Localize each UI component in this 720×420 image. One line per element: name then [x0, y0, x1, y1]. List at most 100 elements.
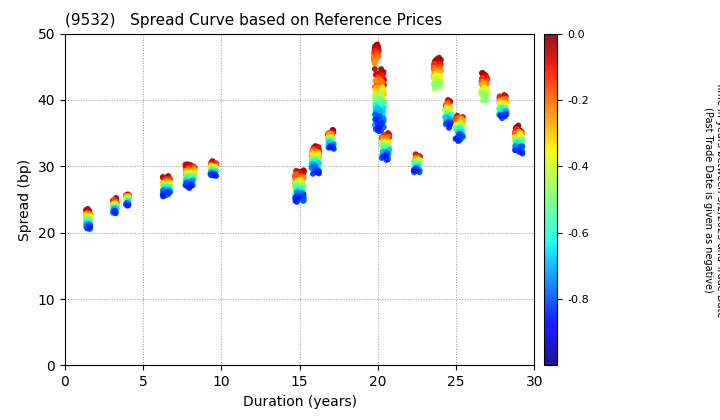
- Point: [454, 123, 466, 129]
- Point: [444, 98, 456, 105]
- Point: [310, 157, 322, 163]
- Point: [184, 172, 196, 179]
- Point: [370, 71, 382, 78]
- Point: [429, 73, 441, 79]
- Point: [444, 100, 455, 107]
- Point: [84, 211, 96, 218]
- Point: [323, 132, 334, 139]
- Point: [456, 116, 467, 123]
- Point: [371, 109, 382, 116]
- Point: [298, 167, 310, 173]
- Point: [371, 50, 382, 57]
- Point: [182, 161, 194, 168]
- Point: [369, 55, 381, 62]
- Point: [121, 194, 132, 201]
- Point: [307, 156, 318, 163]
- Point: [501, 111, 513, 118]
- Point: [413, 157, 424, 163]
- Point: [444, 108, 456, 115]
- Point: [382, 135, 393, 142]
- Point: [297, 194, 309, 201]
- Point: [408, 160, 420, 166]
- Point: [444, 124, 455, 131]
- Point: [298, 195, 310, 202]
- Point: [445, 117, 456, 123]
- Point: [160, 176, 171, 183]
- Point: [162, 178, 174, 185]
- Point: [451, 118, 463, 124]
- Point: [323, 138, 335, 144]
- Point: [308, 160, 320, 167]
- Point: [411, 163, 423, 170]
- Point: [434, 81, 446, 88]
- Point: [516, 141, 528, 147]
- Point: [107, 210, 119, 216]
- Point: [310, 155, 321, 162]
- Point: [444, 118, 456, 124]
- Y-axis label: Spread (bp): Spread (bp): [18, 158, 32, 241]
- Point: [83, 213, 94, 219]
- Point: [289, 173, 301, 180]
- Point: [294, 193, 306, 199]
- Point: [378, 81, 390, 88]
- Point: [376, 96, 387, 103]
- Point: [310, 151, 322, 158]
- Point: [323, 131, 334, 138]
- Point: [206, 163, 217, 170]
- Point: [377, 139, 388, 146]
- Point: [294, 173, 306, 179]
- Point: [326, 136, 338, 143]
- Point: [432, 61, 444, 68]
- Point: [110, 196, 122, 202]
- Point: [444, 118, 456, 125]
- Point: [311, 155, 323, 162]
- Point: [325, 135, 336, 142]
- Point: [312, 160, 323, 166]
- Point: [107, 197, 119, 204]
- Point: [328, 141, 340, 147]
- Point: [444, 121, 456, 128]
- Point: [163, 190, 174, 197]
- Point: [440, 108, 451, 114]
- Point: [494, 100, 505, 106]
- Point: [496, 108, 508, 114]
- Point: [453, 126, 464, 133]
- Point: [81, 217, 92, 224]
- Point: [205, 172, 217, 178]
- Point: [308, 157, 320, 163]
- Point: [377, 146, 389, 152]
- Point: [454, 124, 466, 131]
- Point: [306, 155, 318, 162]
- Point: [180, 162, 192, 168]
- Point: [312, 146, 324, 152]
- Point: [310, 158, 322, 165]
- Point: [443, 119, 454, 126]
- Point: [371, 81, 382, 88]
- Point: [410, 167, 421, 173]
- Point: [371, 100, 382, 107]
- Point: [494, 112, 505, 118]
- Point: [162, 182, 174, 189]
- Point: [452, 129, 464, 135]
- Point: [187, 167, 199, 174]
- Point: [181, 177, 193, 184]
- Point: [290, 175, 302, 182]
- Point: [107, 207, 119, 214]
- Point: [500, 95, 511, 102]
- Point: [497, 112, 508, 118]
- Point: [370, 56, 382, 63]
- Point: [109, 197, 120, 203]
- Point: [108, 204, 120, 211]
- Point: [328, 129, 339, 135]
- Point: [121, 200, 132, 206]
- Point: [410, 163, 422, 169]
- Point: [372, 117, 383, 123]
- Point: [442, 99, 454, 106]
- Point: [184, 170, 196, 177]
- Point: [164, 176, 176, 183]
- Point: [497, 96, 508, 102]
- Point: [122, 202, 134, 208]
- Point: [123, 197, 135, 203]
- Point: [450, 115, 462, 122]
- Point: [500, 93, 511, 100]
